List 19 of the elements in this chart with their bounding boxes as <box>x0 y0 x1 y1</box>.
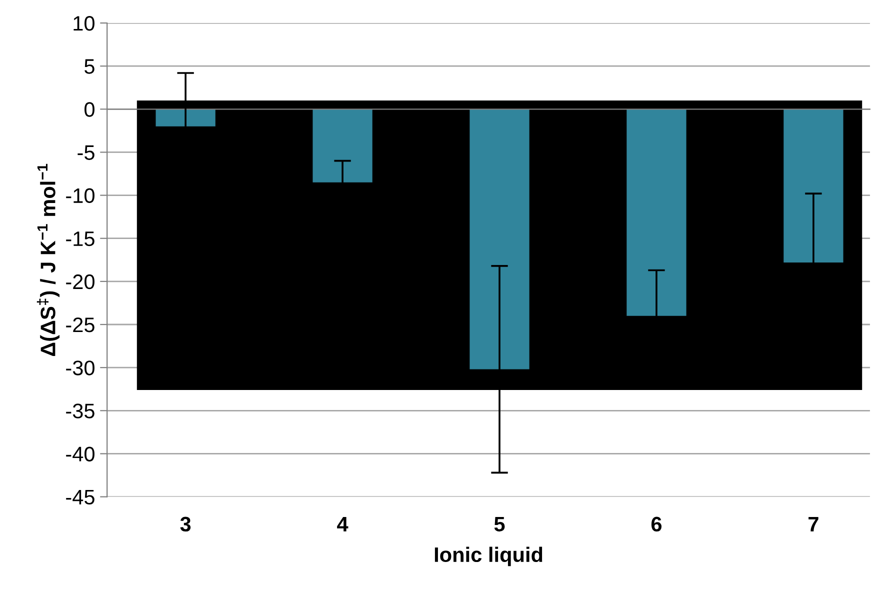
x-tick-label: 7 <box>808 516 818 532</box>
y-tick-label: 10 <box>74 16 94 31</box>
y-tick-label: -20 <box>66 274 94 290</box>
y-tick-label: -45 <box>66 490 94 505</box>
y-axis-title: Δ(ΔS$^{‡}$) / J K$^{−1}$ mol$^{−1}$ <box>36 164 60 356</box>
y-tick-label: -5 <box>78 145 94 160</box>
y-tick-label: -35 <box>66 404 94 418</box>
x-tick-label: 4 <box>337 516 348 532</box>
y-tick-label: 5 <box>84 59 94 74</box>
y-tick-label: -15 <box>66 232 94 246</box>
x-axis-title: Ionic liquid <box>434 546 542 566</box>
x-tick-label: 6 <box>651 516 662 532</box>
x-tick-label: 5 <box>494 516 505 532</box>
y-tick-label: -25 <box>66 318 94 332</box>
y-tick-label: -10 <box>66 188 94 204</box>
y-tick-label: -40 <box>66 446 94 462</box>
y-tick-label: -30 <box>66 360 94 376</box>
x-tick-label: 3 <box>180 516 191 532</box>
y-tick-label: 0 <box>84 102 94 117</box>
